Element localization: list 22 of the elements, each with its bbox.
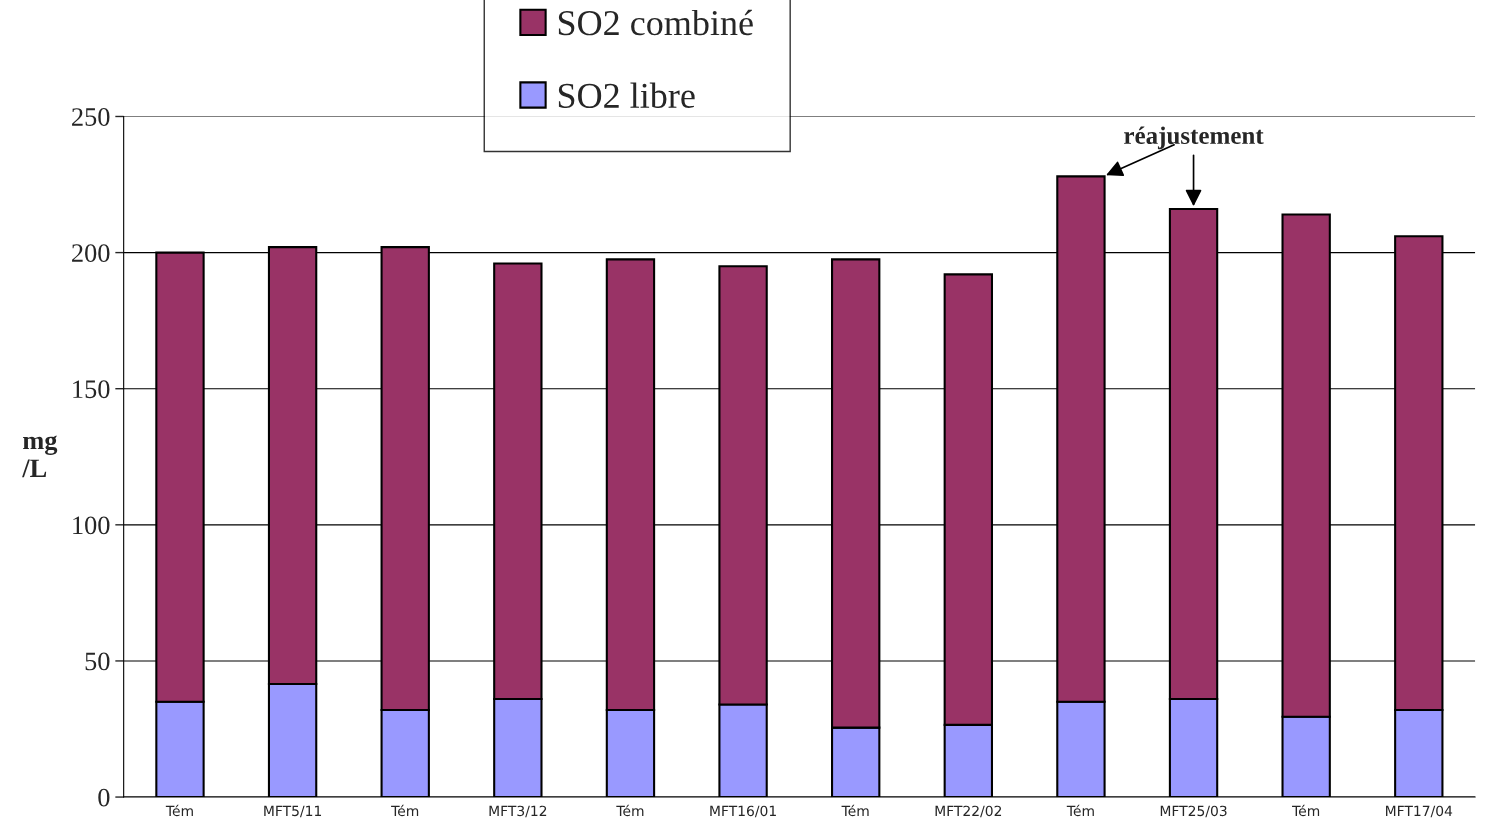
annotation: réajustement — [1124, 126, 1264, 150]
y-tick-label: 0 — [98, 788, 110, 807]
x-tick-label: MFT25/03 — [1160, 805, 1227, 818]
x-tick-label: Tém — [616, 804, 644, 817]
x-tick-label: MFT3/12 — [489, 805, 547, 818]
y-tick-label: 250 — [72, 108, 110, 126]
x-tick-label: Tém — [165, 804, 193, 817]
x-tick-label: Tém — [1066, 804, 1094, 817]
x-tick-label: MFT17/04 — [1386, 805, 1453, 818]
x-tick-label: MFT22/02 — [935, 805, 1002, 818]
y-tick-label: 100 — [73, 516, 110, 535]
y-tick-label: 50 — [85, 652, 110, 671]
x-tick-label: MFT16/01 — [710, 805, 776, 818]
y-tick-label: 150 — [73, 380, 110, 399]
y-tick-label: 200 — [72, 244, 110, 263]
x-tick-label: Tém — [391, 804, 419, 817]
legend-label: SO2 combiné — [558, 9, 753, 36]
legend-label: SO2 libre — [558, 82, 695, 108]
x-tick-label: Tém — [1292, 804, 1320, 817]
x-tick-label: MFT5/11 — [264, 805, 322, 818]
y-axis-title: mg /L — [22, 435, 58, 478]
x-tick-label: Tém — [841, 804, 869, 817]
